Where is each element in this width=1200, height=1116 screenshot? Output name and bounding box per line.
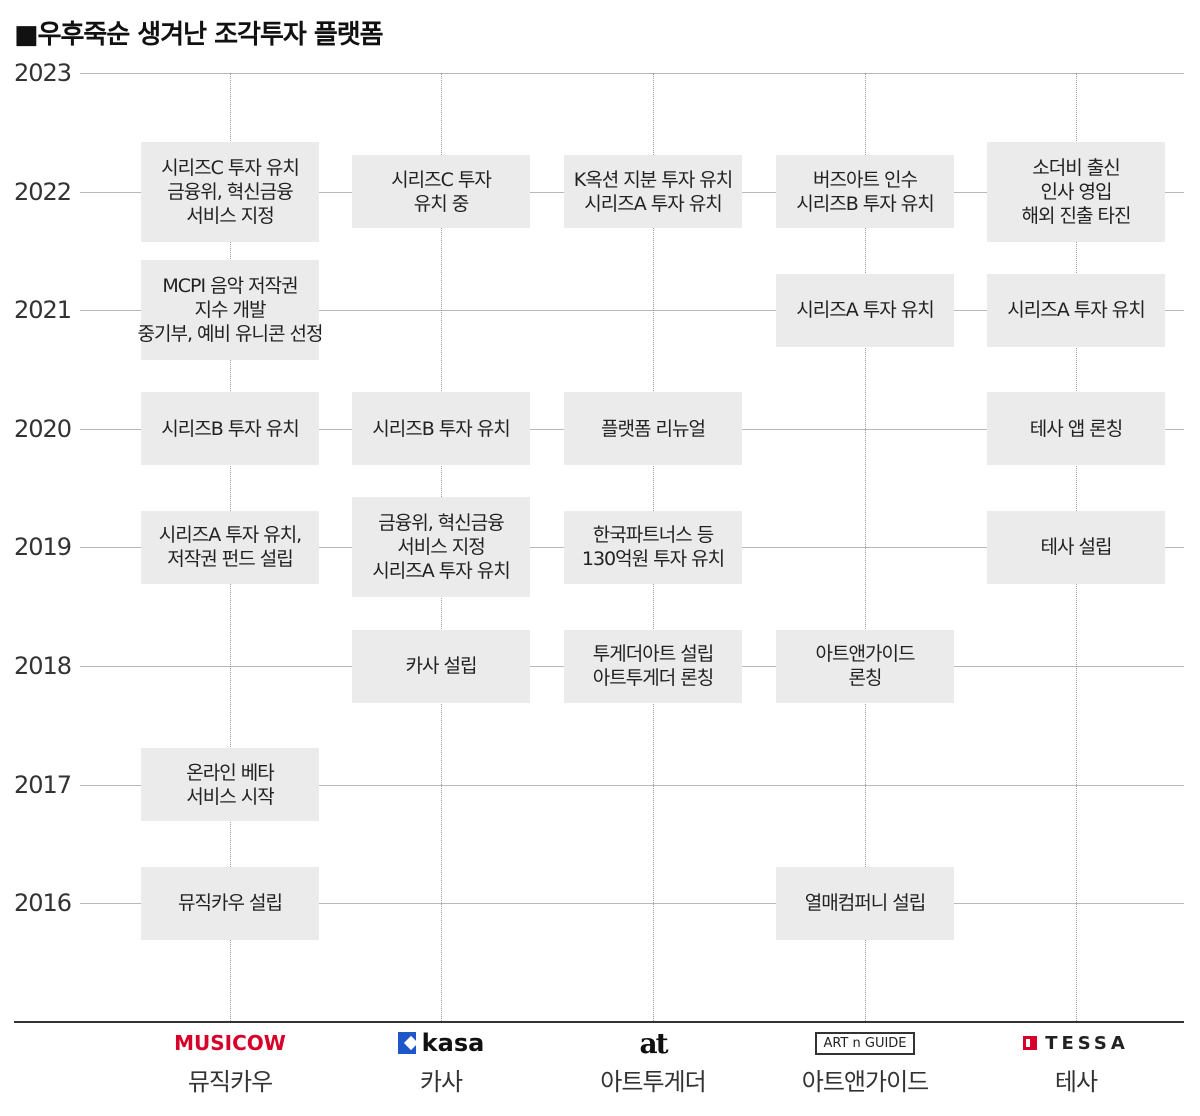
event-text-line: 서비스 시작 xyxy=(186,785,274,808)
event-text-line: 해외 진출 타진 xyxy=(1021,204,1132,227)
company-logo-area: ART n GUIDE xyxy=(765,1028,965,1058)
event-text-line: 유치 중 xyxy=(413,192,469,215)
event-box: 시리즈B 투자 유치 xyxy=(352,392,530,466)
event-text-line: 130억원 투자 유치 xyxy=(581,548,725,571)
event-text-line: 테사 설립 xyxy=(1040,536,1113,559)
event-text-line: 시리즈A 투자 유치, xyxy=(158,524,302,547)
year-label-2022: 2022 xyxy=(14,177,72,206)
kasa-logo: kasa xyxy=(397,1029,485,1057)
event-box: 카사 설립 xyxy=(352,629,530,703)
event-text-line: 금융위, 혁신금융 xyxy=(167,180,293,203)
company-logo-area: TESSA xyxy=(976,1028,1176,1058)
event-text-line: 론칭 xyxy=(848,667,883,689)
event-text-line: 시리즈C 투자 xyxy=(391,168,492,191)
event-text-line: 시리즈A 투자 유치 xyxy=(584,192,722,215)
event-box: 뮤직카우 설립 xyxy=(141,866,319,940)
company-name: 뮤직카우 xyxy=(187,1068,273,1096)
year-label-2017: 2017 xyxy=(14,770,72,799)
company-name: 테사 xyxy=(1054,1068,1098,1096)
event-box: 투게더아트 설립 아트투게더 론칭 xyxy=(564,629,742,703)
event-text-line: 시리즈B 투자 유치 xyxy=(796,192,934,215)
event-text-line: 한국파트너스 등 xyxy=(592,524,714,547)
event-box: 시리즈A 투자 유치 xyxy=(776,273,954,347)
event-text-line: 금융위, 혁신금융 xyxy=(378,512,504,535)
event-text-line: 시리즈A 투자 유치 xyxy=(1007,299,1145,322)
event-text-line: 투게더아트 설립 xyxy=(592,643,714,665)
event-text-line: 열매컴퍼니 설립 xyxy=(804,892,926,915)
event-box: 시리즈C 투자 유치 중 xyxy=(352,155,530,229)
year-gridline-2017 xyxy=(80,784,1184,786)
company-name: 아트앤가이드 xyxy=(801,1068,929,1096)
event-box: 시리즈A 투자 유치, 저작권 펀드 설립 xyxy=(141,510,319,584)
event-box: 플랫폼 리뉴얼 xyxy=(564,392,742,466)
event-box: 버즈아트 인수 시리즈B 투자 유치 xyxy=(776,155,954,229)
event-text-line: 서비스 지정 xyxy=(397,536,485,559)
company-name: 아트투게더 xyxy=(600,1068,706,1096)
kasa-logo-text: kasa xyxy=(421,1029,485,1057)
company-logo-area: kasa xyxy=(341,1028,541,1058)
event-text-line: 중기부, 예비 유니콘 선정 xyxy=(137,323,324,346)
event-text-line: K옥션 지분 투자 유치 xyxy=(573,168,733,191)
event-box: 테사 설립 xyxy=(987,510,1165,584)
year-label-2016: 2016 xyxy=(14,889,72,918)
tessa-logo-text: TESSA xyxy=(1045,1032,1129,1054)
year-label-2023: 2023 xyxy=(14,59,72,87)
musicow-logo: MUSICOW xyxy=(174,1031,286,1055)
event-text-line: 시리즈A 투자 유치 xyxy=(796,299,934,322)
event-text-line: 뮤직카우 설립 xyxy=(178,892,283,915)
arttogether-logo: at xyxy=(639,1026,668,1060)
event-box: 시리즈C 투자 유치 금융위, 혁신금융 서비스 지정 xyxy=(141,141,319,242)
event-box: 금융위, 혁신금융 서비스 지정 시리즈A 투자 유치 xyxy=(352,497,530,598)
event-text-line: MCPI 음악 저작권 xyxy=(162,275,298,298)
event-box: 아트앤가이드 론칭 xyxy=(776,629,954,703)
event-box: 열매컴퍼니 설립 xyxy=(776,866,954,940)
event-text-line: 카사 설립 xyxy=(405,655,478,677)
company-column-line xyxy=(865,73,866,1023)
company-logo-area: MUSICOW xyxy=(130,1028,330,1058)
event-box: 소더비 출신 인사 영입 해외 진출 타진 xyxy=(987,141,1165,242)
event-text-line: 서비스 지정 xyxy=(186,204,274,227)
year-label-2018: 2018 xyxy=(14,652,72,680)
tessa-mark-icon xyxy=(1023,1036,1038,1050)
year-gridline-2021 xyxy=(80,310,1184,312)
event-box: 시리즈A 투자 유치 xyxy=(987,273,1165,347)
year-gridline-2016 xyxy=(80,903,1184,905)
event-box: 테사 앱 론칭 xyxy=(987,392,1165,466)
event-text-line: 시리즈B 투자 유치 xyxy=(372,417,510,440)
event-text-line: 소더비 출신 xyxy=(1032,156,1120,179)
company-logo-area: at xyxy=(553,1026,753,1060)
event-box: K옥션 지분 투자 유치 시리즈A 투자 유치 xyxy=(564,155,742,229)
timeline-baseline xyxy=(14,1021,1184,1023)
event-text-line: 온라인 베타 xyxy=(186,761,274,784)
event-text-line: 저작권 펀드 설립 xyxy=(167,548,293,571)
event-box: MCPI 음악 저작권 지수 개발 중기부, 예비 유니콘 선정 xyxy=(138,260,323,361)
event-text-line: 버즈아트 인수 xyxy=(813,168,918,191)
tessa-logo: TESSA xyxy=(1023,1033,1129,1054)
event-text-line: 시리즈A 투자 유치 xyxy=(372,560,510,583)
page-title: ■우후죽순 생겨난 조각투자 플랫폼 xyxy=(14,20,384,50)
year-label-2021: 2021 xyxy=(14,296,72,325)
event-box: 한국파트너스 등 130억원 투자 유치 xyxy=(564,510,742,584)
kasa-mark-icon xyxy=(397,1032,416,1054)
event-text-line: 아트앤가이드 xyxy=(815,643,916,665)
event-text-line: 아트투게더 론칭 xyxy=(592,667,714,689)
event-box: 온라인 베타 서비스 시작 xyxy=(141,748,319,822)
event-text-line: 테사 앱 론칭 xyxy=(1029,417,1123,440)
year-label-2020: 2020 xyxy=(14,414,72,443)
event-text-line: 지수 개발 xyxy=(194,299,267,322)
event-text-line: 시리즈B 투자 유치 xyxy=(161,417,299,440)
event-text-line: 시리즈C 투자 유치 xyxy=(161,156,300,179)
year-label-2019: 2019 xyxy=(14,533,72,562)
company-name: 카사 xyxy=(419,1068,463,1096)
event-text-line: 플랫폼 리뉴얼 xyxy=(601,417,706,440)
event-text-line: 인사 영입 xyxy=(1040,180,1113,203)
event-box: 시리즈B 투자 유치 xyxy=(141,392,319,466)
year-gridline-2023 xyxy=(80,73,1184,74)
artnguide-logo: ART n GUIDE xyxy=(815,1031,915,1055)
